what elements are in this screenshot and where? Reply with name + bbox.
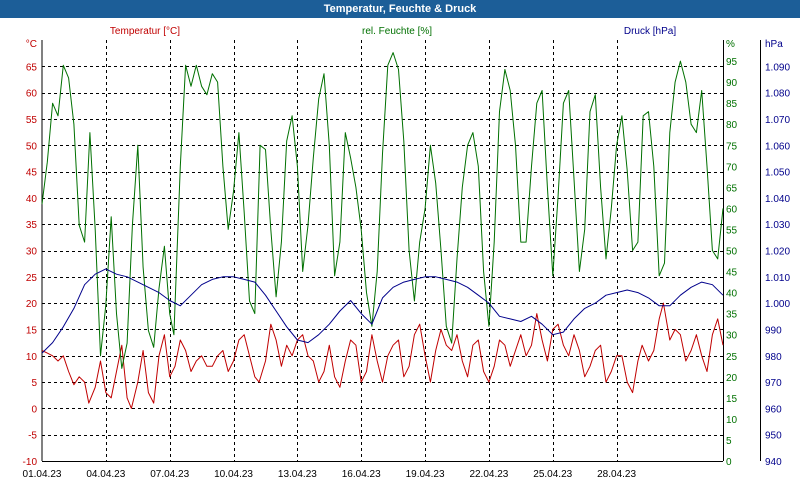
x-tick-label: 04.04.23 [86,469,125,480]
humidity-tick-label: 20 [726,373,738,384]
pressure-axis-label: Druck [hPa] [624,26,676,37]
temperature-axis-label: Temperatur [°C] [110,26,180,37]
humidity-tick-label: 35 [726,310,738,321]
pressure-tick-label: 970 [765,378,782,389]
temperature-tick-label: 35 [26,220,38,231]
temperature-tick-label: 0 [31,404,37,415]
humidity-unit: % [726,39,735,50]
humidity-tick-label: 0 [726,457,732,468]
humidity-tick-label: 70 [726,162,738,173]
x-tick-label: 25.04.23 [533,469,572,480]
series-line-pressure [41,268,724,354]
pressure-tick-label: 1.070 [765,115,790,126]
pressure-tick-label: 1.030 [765,220,790,231]
pressure-tick-label: 1.090 [765,62,790,73]
pressure-unit: hPa [765,39,783,50]
humidity-tick-label: 25 [726,352,738,363]
pressure-tick-label: 1.060 [765,141,790,152]
pressure-tick-label: 940 [765,457,782,468]
temperature-tick-label: 40 [26,194,38,205]
humidity-tick-label: 60 [726,204,738,215]
humidity-tick-label: 30 [726,331,738,342]
temperature-tick-label: 50 [26,141,38,152]
humidity-tick-label: 10 [726,415,738,426]
humidity-axis-label: rel. Feuchte [%] [362,26,432,37]
humidity-tick-label: 80 [726,120,738,131]
temperature-tick-label: 25 [26,273,38,284]
x-tick-label: 16.04.23 [342,469,381,480]
x-tick-label: 13.04.23 [278,469,317,480]
humidity-tick-label: 65 [726,183,738,194]
x-tick-label: 19.04.23 [406,469,445,480]
temperature-tick-label: 65 [26,62,38,73]
series-line-temperature [41,302,724,409]
humidity-tick-label: 40 [726,289,738,300]
temperature-tick-label: 10 [26,352,38,363]
humidity-tick-label: 5 [726,436,732,447]
humidity-tick-label: 15 [726,394,738,405]
pressure-tick-label: 960 [765,404,782,415]
pressure-tick-label: 1.000 [765,299,790,310]
window-title: Temperatur, Feuchte & Druck [0,0,800,18]
pressure-tick-label: 1.020 [765,247,790,258]
humidity-tick-label: 85 [726,99,738,110]
temperature-tick-label: 30 [26,247,38,258]
pressure-tick-label: 1.080 [765,89,790,100]
x-tick-label: 28.04.23 [597,469,636,480]
pressure-tick-label: 950 [765,431,782,442]
humidity-tick-label: 45 [726,268,738,279]
temperature-tick-label: -10 [23,457,38,468]
humidity-tick-label: 75 [726,141,738,152]
pressure-tick-label: 1.040 [765,194,790,205]
temperature-tick-label: 60 [26,89,38,100]
humidity-tick-label: 55 [726,225,738,236]
pressure-tick-label: 990 [765,325,782,336]
humidity-tick-label: 90 [726,78,738,89]
x-tick-label: 10.04.23 [214,469,253,480]
x-tick-label: 22.04.23 [469,469,508,480]
temperature-tick-label: 5 [31,378,37,389]
temperature-tick-label: 20 [26,299,38,310]
temperature-tick-label: -5 [28,431,37,442]
pressure-tick-label: 1.050 [765,168,790,179]
x-tick-label: 07.04.23 [150,469,189,480]
temperature-tick-label: 55 [26,115,38,126]
pressure-tick-label: 1.010 [765,273,790,284]
humidity-tick-label: 50 [726,247,738,258]
temperature-tick-label: 45 [26,168,38,179]
temperature-unit: °C [26,39,37,50]
series-line-humidity [41,52,724,369]
temperature-tick-label: 15 [26,325,38,336]
x-tick-label: 01.04.23 [23,469,62,480]
pressure-tick-label: 980 [765,352,782,363]
humidity-tick-label: 95 [726,57,738,68]
